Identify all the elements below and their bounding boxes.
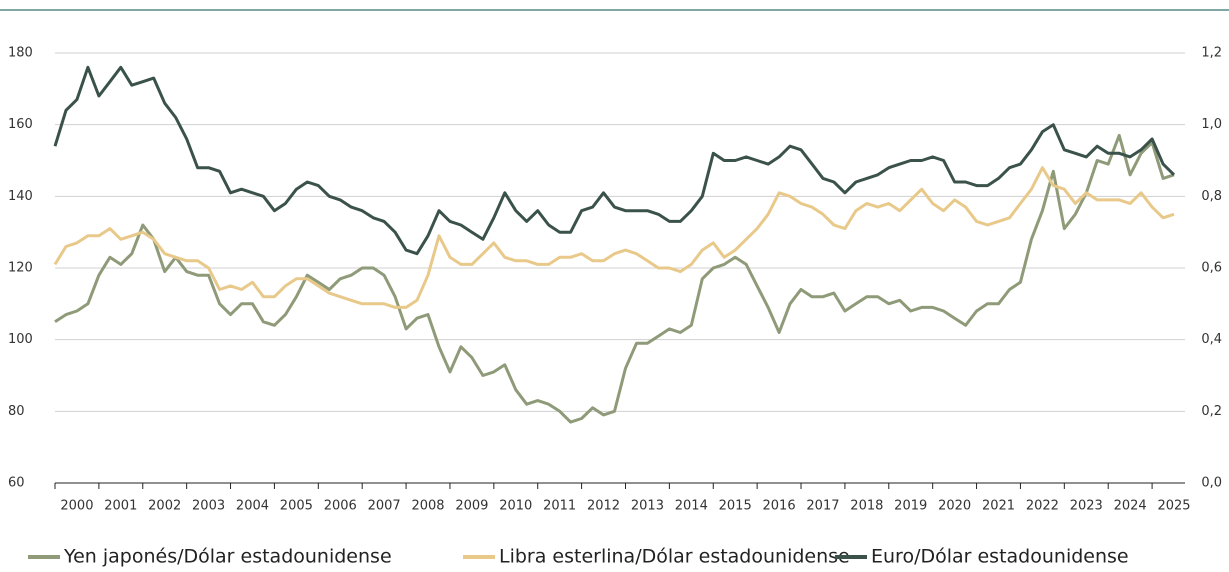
y2-tick-label: 1,0 xyxy=(1201,117,1222,132)
x-tick-label: 2002 xyxy=(148,499,181,514)
x-tick-label: 2007 xyxy=(368,499,401,514)
x-tick-label: 2000 xyxy=(60,499,93,514)
y-tick-label: 60 xyxy=(8,476,25,491)
legend-label: Yen japonés/Dólar estadounidense xyxy=(63,546,392,568)
y2-tick-label: 0,6 xyxy=(1201,261,1222,276)
x-tick-label: 2021 xyxy=(982,499,1015,514)
legend-label: Libra esterlina/Dólar estadounidense xyxy=(499,546,850,568)
x-tick-label: 2018 xyxy=(850,499,883,514)
x-tick-label: 2019 xyxy=(894,499,927,514)
y-tick-label: 180 xyxy=(8,46,33,61)
x-tick-label: 2020 xyxy=(938,499,971,514)
x-tick-label: 2003 xyxy=(192,499,225,514)
y2-tick-label: 0,0 xyxy=(1201,476,1222,491)
x-tick-label: 2014 xyxy=(675,499,708,514)
x-tick-label: 2013 xyxy=(631,499,664,514)
x-tick-label: 2008 xyxy=(411,499,444,514)
y-tick-label: 100 xyxy=(8,332,33,347)
x-tick-label: 2025 xyxy=(1157,499,1190,514)
x-tick-label: 2001 xyxy=(104,499,137,514)
y2-tick-label: 0,4 xyxy=(1201,332,1222,347)
x-tick-label: 2023 xyxy=(1070,499,1103,514)
y-tick-label: 120 xyxy=(8,261,33,276)
x-tick-label: 2004 xyxy=(236,499,269,514)
x-tick-label: 2024 xyxy=(1114,499,1147,514)
series-line xyxy=(53,65,1176,256)
x-tick-label: 2005 xyxy=(280,499,313,514)
series-line xyxy=(53,166,1175,309)
x-tick-label: 2017 xyxy=(806,499,839,514)
y-tick-label: 160 xyxy=(8,117,33,132)
x-tick-label: 2022 xyxy=(1026,499,1059,514)
x-tick-label: 2016 xyxy=(763,499,796,514)
x-tick-label: 2012 xyxy=(587,499,620,514)
y2-tick-label: 1,2 xyxy=(1201,46,1222,61)
series-line xyxy=(54,133,1175,424)
x-tick-label: 2011 xyxy=(543,499,576,514)
y-tick-label: 140 xyxy=(8,189,33,204)
x-tick-label: 2006 xyxy=(324,499,357,514)
x-tick-label: 2009 xyxy=(455,499,488,514)
x-tick-label: 2015 xyxy=(719,499,752,514)
y2-tick-label: 0,2 xyxy=(1201,404,1222,419)
y2-tick-label: 0,8 xyxy=(1201,189,1222,204)
x-tick-label: 2010 xyxy=(499,499,532,514)
y-tick-label: 80 xyxy=(8,404,25,419)
legend-label: Euro/Dólar estadounidense xyxy=(871,546,1129,568)
